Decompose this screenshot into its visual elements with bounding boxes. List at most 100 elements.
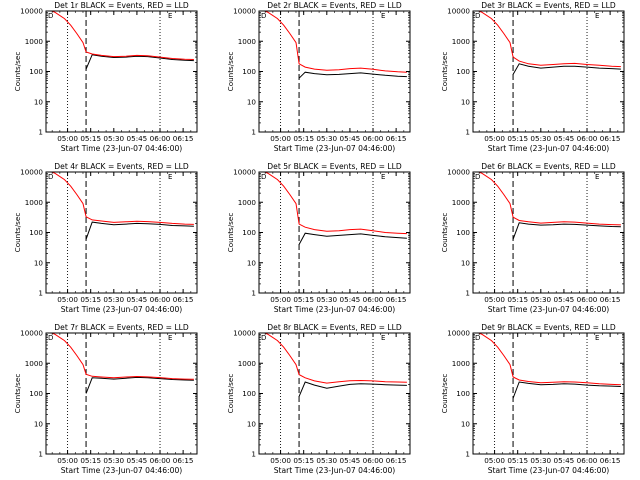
y-tick-label: 10 xyxy=(461,97,471,106)
series-lld-line xyxy=(477,11,621,68)
x-tick-label: 05:15 xyxy=(507,134,528,143)
x-axis-label: Start Time (23-Jun-07 04:46:00) xyxy=(61,466,183,475)
y-tick-label: 1000 xyxy=(25,37,44,46)
chart-panel: Det 4r BLACK = Events, RED = LLD 1 10 100 10… xyxy=(13,162,198,314)
corner-mark-right: E xyxy=(168,12,172,20)
x-tick-label: 06:00 xyxy=(363,134,384,143)
x-tick-label: 05:30 xyxy=(316,456,337,465)
y-tick-label: 10000 xyxy=(447,329,470,338)
y-axis-label: Counts/sec xyxy=(226,374,235,414)
plot-frame xyxy=(472,332,625,455)
x-tick-label: 05:45 xyxy=(127,456,148,465)
y-axis-label: Counts/sec xyxy=(440,374,449,414)
y-tick-label: 10 xyxy=(247,419,257,428)
x-axis-label: Start Time (23-Jun-07 04:46:00) xyxy=(61,305,183,314)
series-lld-line xyxy=(263,333,407,384)
y-tick-label: 10 xyxy=(247,258,257,267)
series-lld-line xyxy=(263,172,407,235)
x-tick-label: 05:30 xyxy=(316,134,337,143)
x-tick-label: 06:00 xyxy=(577,456,598,465)
corner-mark-left: D xyxy=(475,12,480,20)
y-axis-label: Counts/sec xyxy=(226,52,235,92)
y-tick-label: 10 xyxy=(34,419,44,428)
y-tick-label: 10000 xyxy=(233,7,256,16)
y-tick-label: 100 xyxy=(242,389,256,398)
x-tick-label: 05:00 xyxy=(57,456,78,465)
y-tick-label: 1000 xyxy=(25,359,44,368)
x-tick-label: 05:00 xyxy=(484,456,505,465)
x-tick-label: 05:15 xyxy=(80,295,101,304)
chart-title: Det 3r BLACK = Events, RED = LLD xyxy=(481,1,616,10)
plot-frame xyxy=(45,10,198,133)
corner-mark-left: D xyxy=(261,173,266,181)
x-axis-label: Start Time (23-Jun-07 04:46:00) xyxy=(274,466,396,475)
x-axis-label: Start Time (23-Jun-07 04:46:00) xyxy=(488,305,610,314)
y-tick-label: 1000 xyxy=(25,198,44,207)
corner-mark-right: E xyxy=(381,12,385,20)
y-tick-label: 1000 xyxy=(238,359,257,368)
x-tick-label: 06:15 xyxy=(600,134,621,143)
x-tick-label: 05:15 xyxy=(507,456,528,465)
x-tick-label: 05:00 xyxy=(270,456,291,465)
corner-mark-right: E xyxy=(595,12,599,20)
x-tick-label: 06:15 xyxy=(386,456,407,465)
plot-frame xyxy=(45,332,198,455)
plot-frame xyxy=(472,10,625,133)
series-lld-line xyxy=(50,172,194,225)
corner-mark-left: D xyxy=(475,173,480,181)
chart-panel: Det 3r BLACK = Events, RED = LLD 1 10 100 10… xyxy=(440,1,625,153)
x-tick-label: 06:00 xyxy=(577,295,598,304)
series-events-line xyxy=(512,222,621,240)
y-axis-label: Counts/sec xyxy=(440,52,449,92)
x-tick-label: 06:15 xyxy=(173,134,194,143)
x-tick-label: 06:00 xyxy=(577,134,598,143)
series-events-line xyxy=(298,71,407,79)
y-tick-label: 100 xyxy=(456,67,470,76)
corner-mark-right: E xyxy=(381,334,385,342)
y-tick-label: 100 xyxy=(456,389,470,398)
x-tick-label: 05:45 xyxy=(340,295,361,304)
y-tick-label: 1 xyxy=(251,450,256,459)
x-tick-label: 06:15 xyxy=(173,295,194,304)
x-tick-label: 06:15 xyxy=(386,295,407,304)
x-tick-label: 05:45 xyxy=(340,134,361,143)
corner-mark-left: D xyxy=(48,173,53,181)
chart-title: Det 4r BLACK = Events, RED = LLD xyxy=(54,162,189,171)
chart-title: Det 1r BLACK = Events, RED = LLD xyxy=(54,1,189,10)
corner-mark-left: D xyxy=(475,334,480,342)
x-tick-label: 05:00 xyxy=(57,295,78,304)
x-tick-label: 05:15 xyxy=(80,134,101,143)
y-tick-label: 1000 xyxy=(238,37,257,46)
y-tick-label: 10 xyxy=(461,258,471,267)
x-axis-label: Start Time (23-Jun-07 04:46:00) xyxy=(61,144,183,153)
x-tick-label: 05:30 xyxy=(103,134,124,143)
chart-panel: Det 6r BLACK = Events, RED = LLD 1 10 100 10… xyxy=(440,162,625,314)
y-tick-label: 10000 xyxy=(20,329,43,338)
y-tick-label: 10000 xyxy=(447,168,470,177)
chart-title: Det 8r BLACK = Events, RED = LLD xyxy=(267,323,402,332)
x-tick-label: 05:45 xyxy=(554,295,575,304)
corner-mark-right: E xyxy=(595,173,599,181)
x-tick-label: 05:30 xyxy=(530,456,551,465)
y-tick-label: 10000 xyxy=(233,168,256,177)
x-tick-label: 05:00 xyxy=(484,295,505,304)
y-tick-label: 100 xyxy=(456,228,470,237)
y-tick-label: 1 xyxy=(38,289,43,298)
series-events-line xyxy=(85,221,194,240)
series-events-line xyxy=(298,232,407,245)
corner-mark-right: E xyxy=(168,173,172,181)
x-tick-label: 06:15 xyxy=(600,295,621,304)
y-tick-label: 1000 xyxy=(452,198,471,207)
x-tick-label: 06:00 xyxy=(150,456,171,465)
corner-mark-left: D xyxy=(261,334,266,342)
plot-frame xyxy=(472,171,625,294)
y-tick-label: 10000 xyxy=(20,168,43,177)
y-tick-label: 1 xyxy=(465,289,470,298)
x-tick-label: 06:15 xyxy=(386,134,407,143)
y-axis-label: Counts/sec xyxy=(13,213,22,253)
corner-mark-left: D xyxy=(261,12,266,20)
y-tick-label: 1000 xyxy=(238,198,257,207)
corner-mark-right: E xyxy=(595,334,599,342)
y-tick-label: 10000 xyxy=(20,7,43,16)
